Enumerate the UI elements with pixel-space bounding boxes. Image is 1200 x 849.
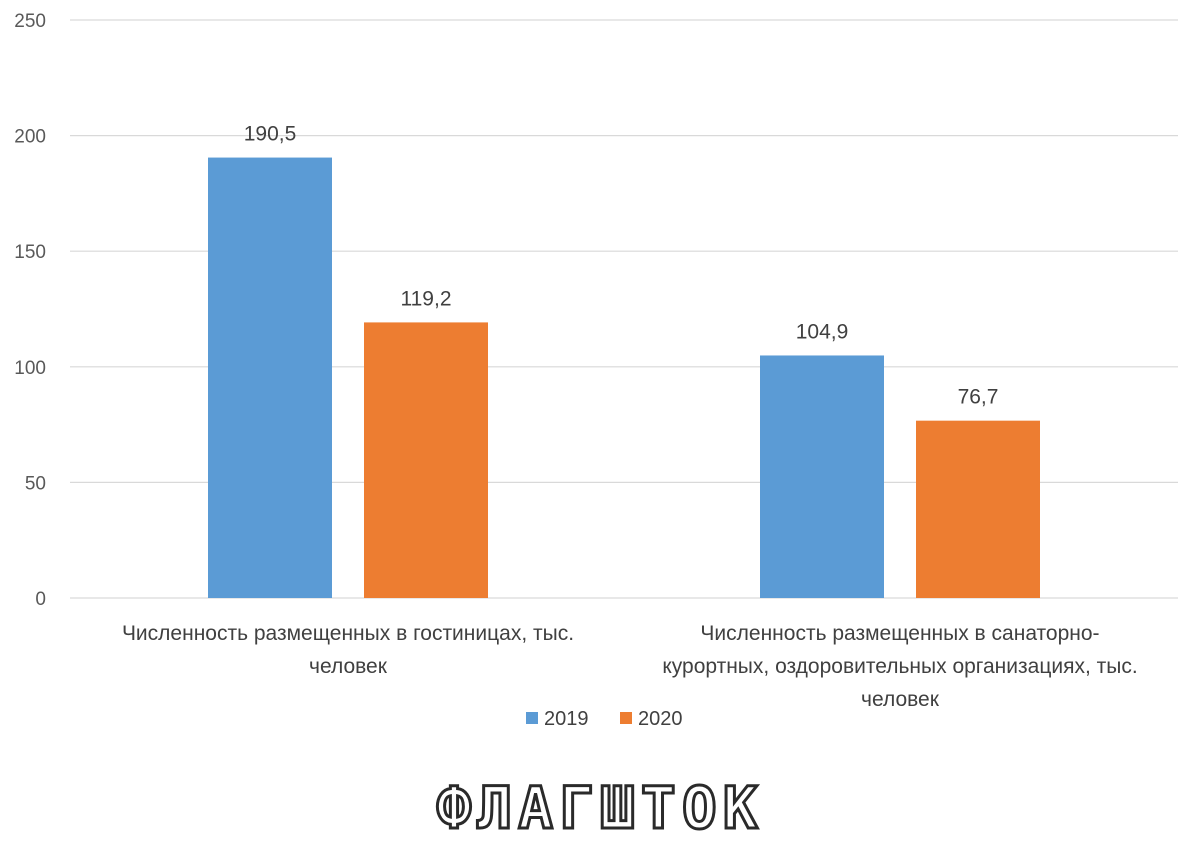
data-label: 190,5 [244, 123, 297, 146]
legend: 2019 2020 [526, 708, 683, 730]
legend-label: 2019 [544, 708, 589, 730]
data-label: 119,2 [401, 287, 452, 310]
y-tick-label: 150 [14, 242, 46, 263]
bar-2019 [760, 355, 884, 598]
bars [208, 157, 1040, 598]
flagshtok-logo: ФЛАГШТОК [435, 773, 763, 844]
y-tick-label: 0 [35, 589, 46, 610]
x-category-label: курортных, оздоровительных организациях,… [662, 655, 1137, 678]
bar-2020 [364, 322, 488, 598]
y-axis: 0 50 100 150 200 250 [14, 11, 46, 610]
x-category-label: человек [861, 688, 940, 711]
y-tick-label: 200 [14, 127, 46, 148]
legend-swatch-2019 [526, 712, 538, 724]
y-tick-label: 100 [14, 358, 46, 379]
data-labels: 190,5 104,9 119,2 76,7 [244, 123, 999, 409]
data-label: 104,9 [796, 320, 849, 343]
data-label: 76,7 [958, 386, 999, 409]
x-category-label: Численность размещенных в санаторно- [700, 622, 1099, 645]
bar-2020 [916, 420, 1040, 598]
y-tick-label: 250 [14, 11, 46, 32]
x-category-label: человек [309, 655, 388, 678]
x-category-label: Численность размещенных в гостиницах, ты… [122, 622, 574, 645]
legend-label: 2020 [638, 708, 683, 730]
bar-2019 [208, 157, 332, 598]
legend-swatch-2020 [620, 712, 632, 724]
logo-text: ФЛАГШТОК [436, 774, 763, 842]
y-tick-label: 50 [25, 473, 46, 494]
x-axis: Численность размещенных в гостиницах, ты… [122, 622, 1138, 711]
